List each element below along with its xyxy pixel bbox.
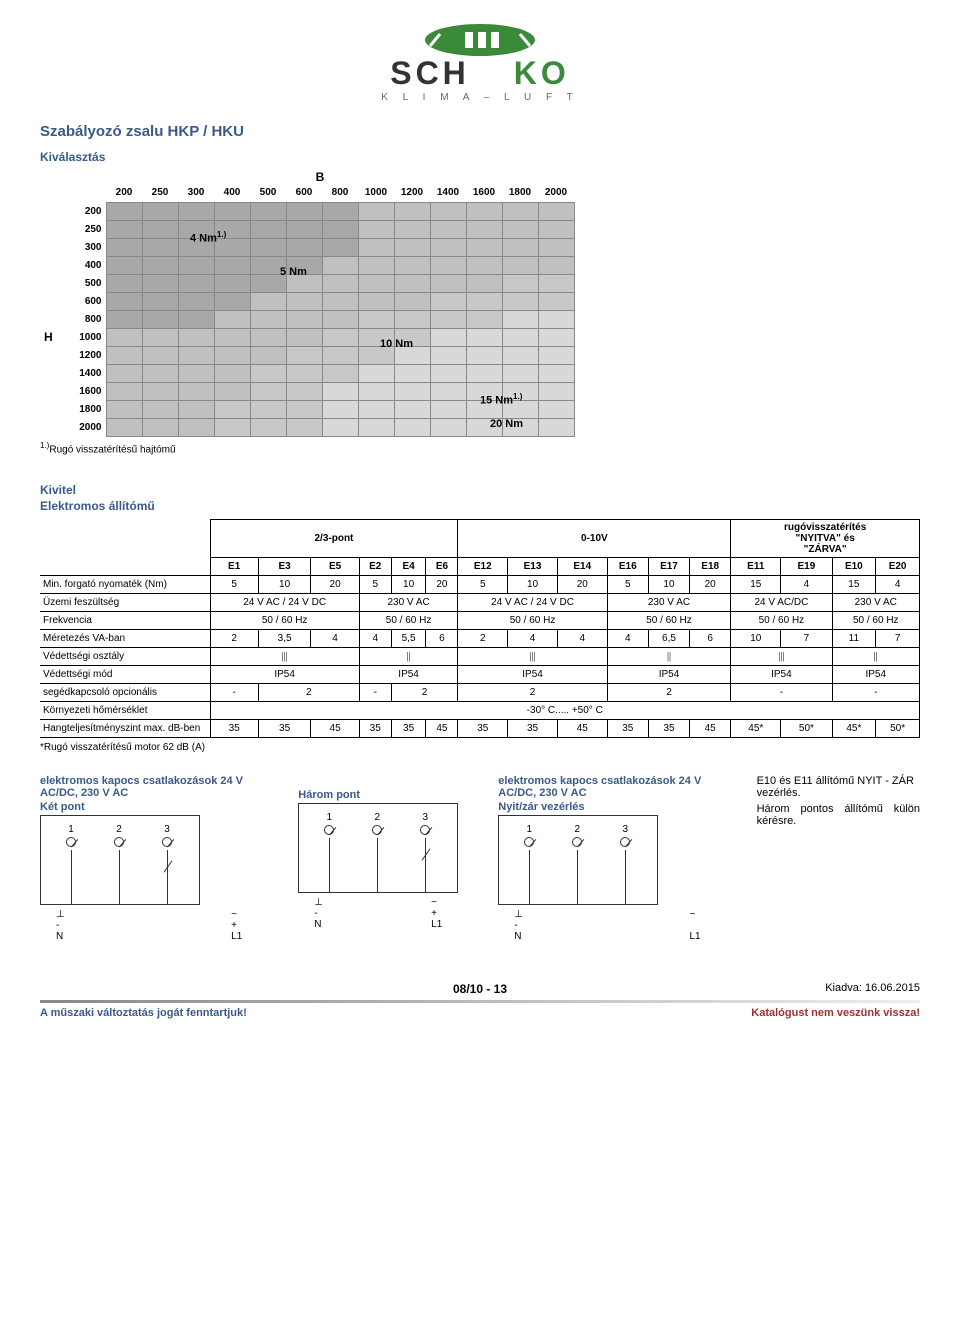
conn-diagram-2pt: 123 (40, 815, 200, 905)
connection-section: elektromos kapocs csatlakozások 24 V AC/… (40, 775, 920, 942)
conn-diagram-oc: 123 (498, 815, 658, 905)
conn-sub-right: Nyit/zár vezérlés (498, 801, 716, 813)
section-select: Kiválasztás (40, 150, 920, 164)
kivitel-heading: Kivitel (40, 483, 920, 497)
page-number: 08/10 - 13 (453, 982, 507, 996)
nm15-label: 15 Nm1.) (480, 392, 522, 407)
b-axis-label: B (86, 170, 554, 184)
nm4-label: 4 Nm1.) (190, 230, 226, 245)
spec-section: Kivitel Elektromos állítómű 2/3-pont0-10… (40, 483, 920, 753)
footer-left: A műszaki változtatás jogát fenntartjuk! (40, 1007, 247, 1019)
nm5-label: 5 Nm (280, 266, 307, 278)
conn-diagram-3pt: 123 (298, 803, 458, 893)
conn-bot-3pt: ⊥-N ~+L1 (298, 897, 458, 930)
logo-text-right: KO (514, 55, 570, 91)
conn-heading-right: elektromos kapocs csatlakozások 24 V AC/… (498, 775, 716, 799)
footer: 08/10 - 13 Kiadva: 16.06.2015 A műszaki … (40, 982, 920, 1019)
h-axis-label: H (44, 330, 53, 344)
kivitel-sub: Elektromos állítómű (40, 499, 920, 513)
logo-subtitle: K L I M A – L U F T (370, 92, 590, 103)
spec-footnote: *Rugó visszatérítésű motor 62 dB (A) (40, 742, 920, 753)
conn-note: E10 és E11 állítómű NYIT - ZÁR vezérlés.… (757, 775, 920, 942)
nm20-label: 20 Nm (490, 418, 523, 430)
page-title: Szabályozó zsalu HKP / HKU (40, 123, 920, 140)
conn-heading-left: elektromos kapocs csatlakozások 24 V AC/… (40, 775, 258, 799)
conn-bot-2pt: ⊥-N ~+L1 (40, 909, 258, 942)
spec-table: 2/3-pont0-10Vrugóvisszatérítés"NYITVA" é… (40, 519, 920, 738)
conn-sub-mid: Három pont (298, 789, 458, 801)
matrix-note: 1.)Rugó visszatérítésű hajtómű (40, 441, 920, 455)
logo-text-left: SCH (390, 55, 470, 91)
conn-bot-oc: ⊥-N ~L1 (498, 909, 716, 942)
footer-right: Katalógust nem veszünk vissza! (751, 1007, 920, 1019)
logo: SCH KO K L I M A – L U F T (40, 20, 920, 103)
nm10-label: 10 Nm (380, 338, 413, 350)
conn-sub-left: Két pont (40, 801, 258, 813)
size-matrix: H B 200250300400500600800100012001400160… (40, 170, 920, 455)
